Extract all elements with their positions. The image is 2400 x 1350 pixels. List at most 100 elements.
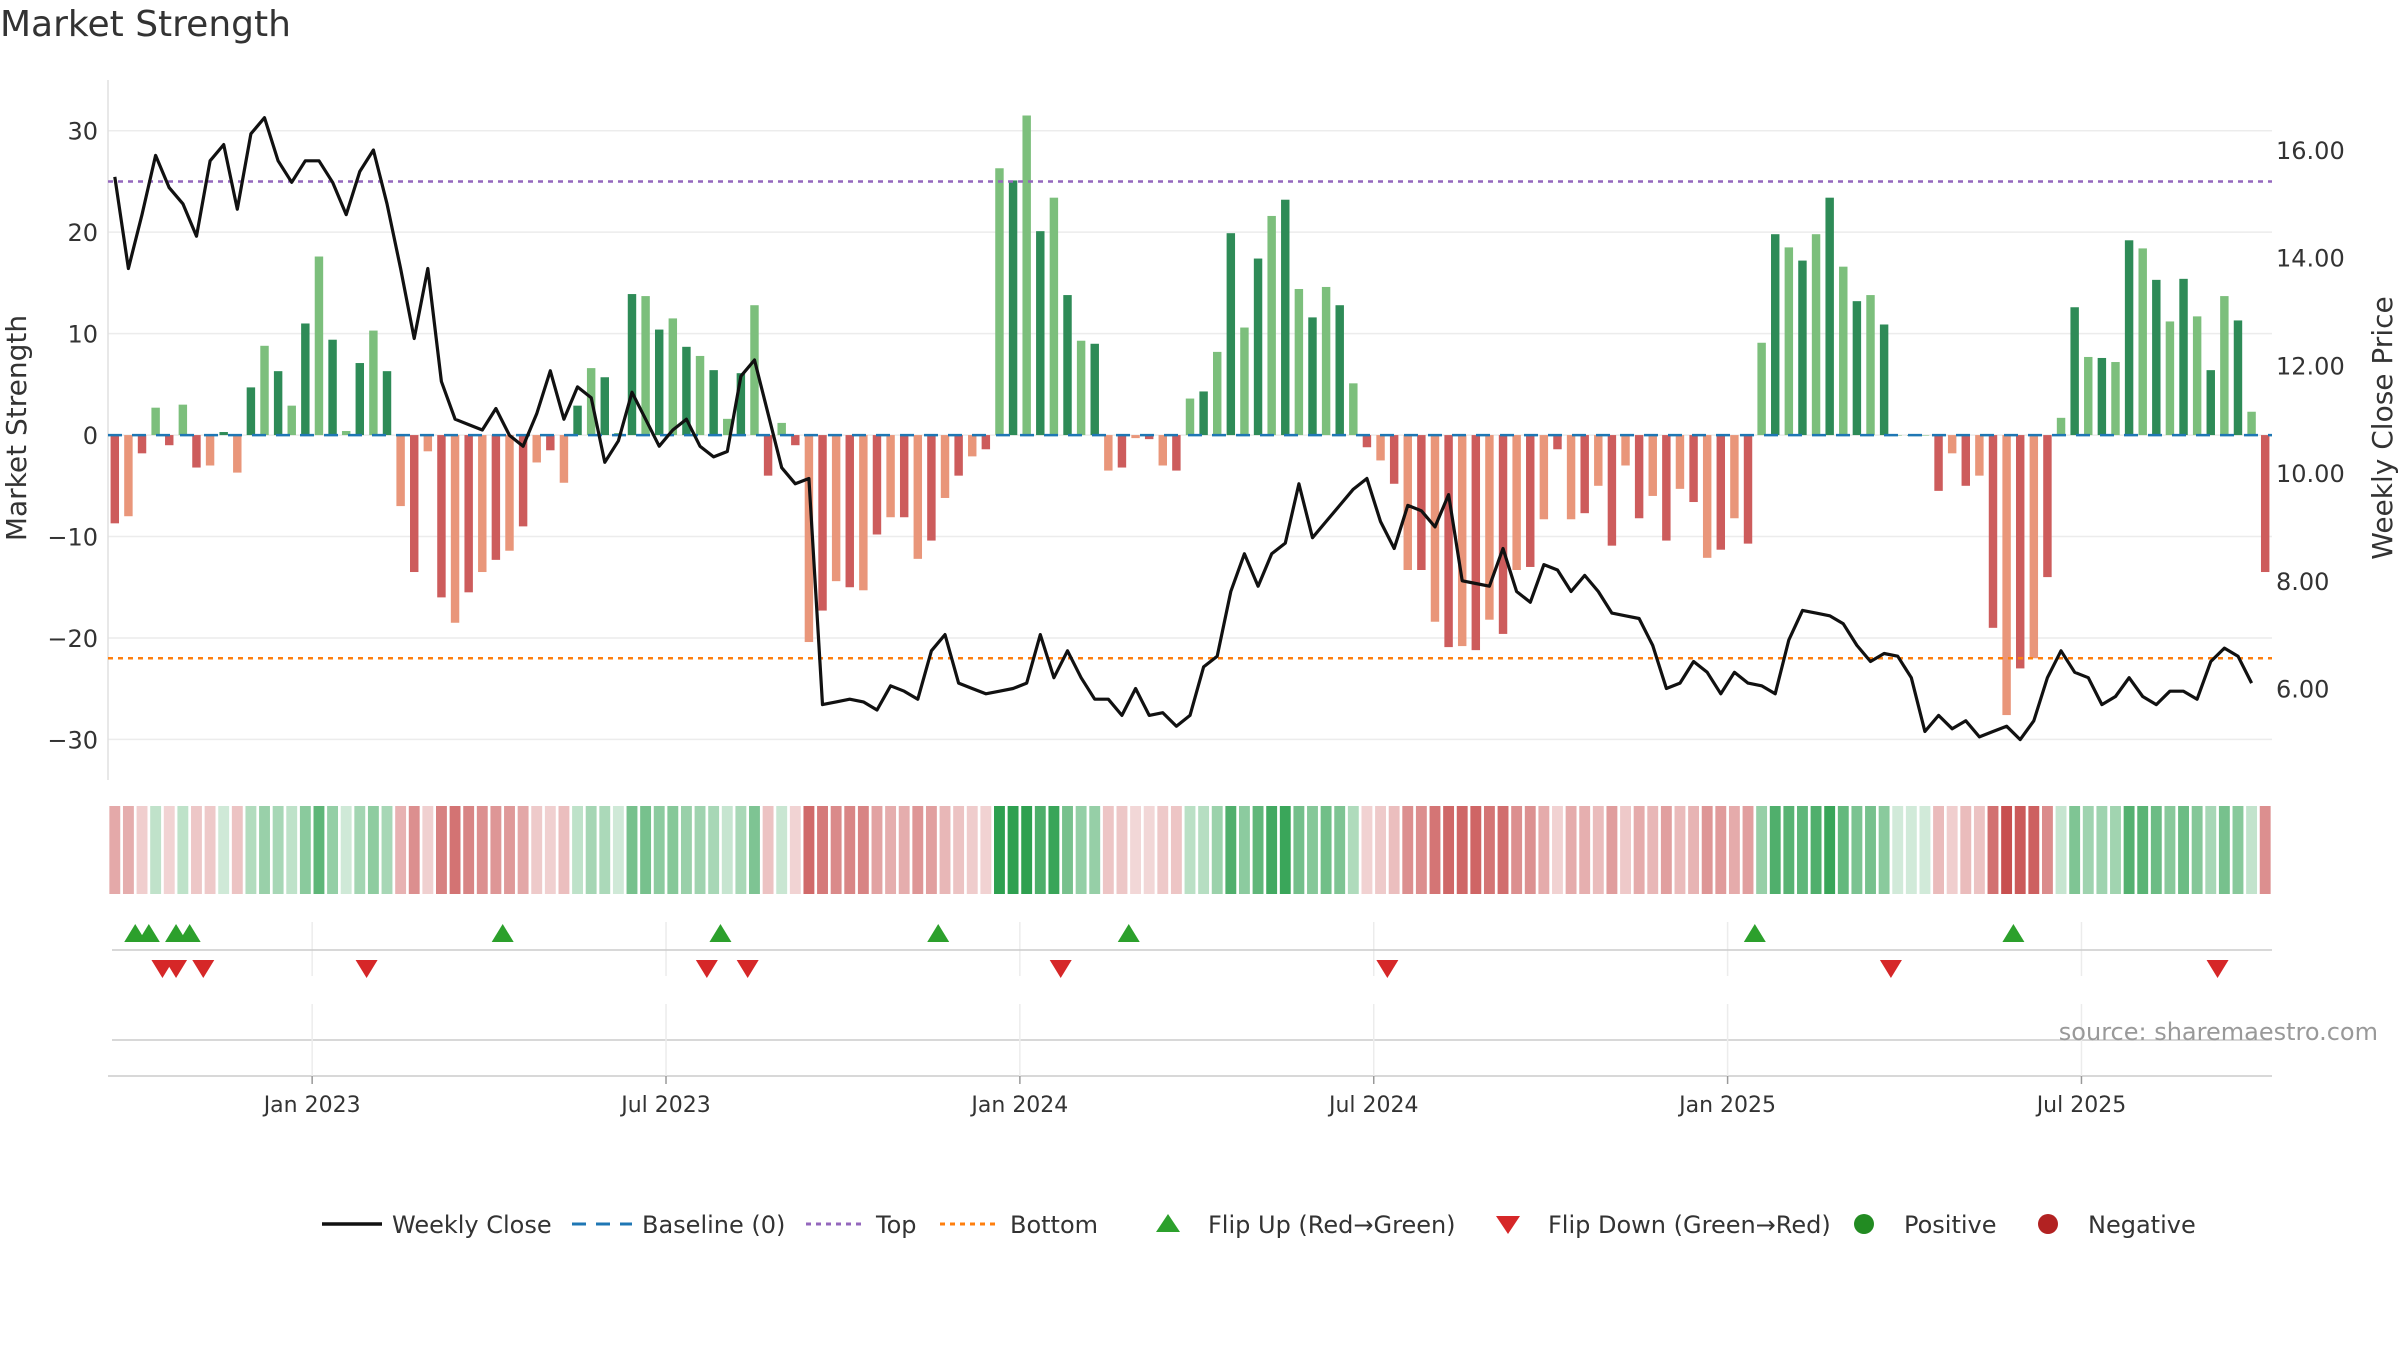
- strength-bar: [491, 435, 501, 560]
- ribbon-cell: [1987, 806, 1999, 894]
- legend-label: Negative: [2088, 1211, 2196, 1239]
- ribbon-cell: [721, 806, 733, 894]
- ribbon-cell: [504, 806, 515, 894]
- ribbon-cell: [1905, 806, 1917, 894]
- strength-bar: [2056, 417, 2066, 436]
- ribbon-cell: [544, 806, 556, 894]
- flip-down-marker: [192, 960, 215, 978]
- strength-bar: [940, 435, 950, 498]
- ribbon-cell: [612, 806, 624, 894]
- strength-bar: [219, 432, 228, 436]
- ribbon-cell: [191, 806, 202, 894]
- strength-bar: [1621, 435, 1630, 466]
- strength-bar: [1008, 180, 1018, 436]
- strength-bar: [1825, 197, 1834, 436]
- ribbon-cell: [1837, 806, 1849, 894]
- strength-bar: [205, 435, 215, 466]
- strength-bar: [137, 435, 147, 454]
- legend-label: Top: [875, 1211, 917, 1239]
- strength-bar: [995, 168, 1004, 436]
- ribbon-cell: [422, 806, 434, 894]
- ribbon-cell: [2232, 806, 2244, 894]
- strength-bar: [1634, 435, 1644, 519]
- y2-axis-label: Weekly Close Price: [2366, 296, 2399, 559]
- strength-bar: [1172, 435, 1181, 471]
- strength-bar: [723, 418, 732, 436]
- ribbon-cell: [1524, 806, 1536, 894]
- flip-down-marker: [695, 960, 718, 978]
- x-tick-label: Jan 2023: [262, 1093, 361, 1118]
- ribbon-cell: [1279, 806, 1291, 894]
- flip-up-marker: [2002, 924, 2025, 942]
- strength-bar: [1403, 435, 1412, 570]
- ribbon-cell: [939, 806, 951, 894]
- strength-bar: [1975, 435, 1984, 476]
- ribbon-cell: [1143, 806, 1155, 894]
- ribbon-cell: [1511, 806, 1523, 894]
- color-ribbon: [109, 806, 2271, 894]
- strength-bar: [478, 435, 487, 573]
- strength-bar: [1376, 435, 1385, 461]
- ribbon-cell: [1674, 806, 1686, 894]
- ribbon-cell: [1973, 806, 1985, 894]
- strength-bar: [1090, 343, 1099, 436]
- ribbon-cell: [218, 806, 230, 894]
- strength-bar: [301, 323, 310, 436]
- strength-bar: [1879, 324, 1889, 436]
- ribbon-cell: [626, 806, 638, 894]
- ribbon-cell: [1130, 806, 1142, 894]
- legend-label: Flip Down (Green→Red): [1548, 1211, 1831, 1239]
- strength-bar: [355, 363, 365, 436]
- y-tick-label: 20: [67, 219, 98, 247]
- strength-bar: [2111, 362, 2120, 436]
- ribbon-cell: [2150, 806, 2162, 894]
- strength-bar: [1063, 295, 1072, 436]
- ribbon-cell: [844, 806, 856, 894]
- ribbon-cell: [2096, 806, 2108, 894]
- strength-bar: [1961, 435, 1970, 486]
- ribbon-cell: [667, 806, 679, 894]
- ribbon-cell: [231, 806, 243, 894]
- ribbon-cell: [830, 806, 842, 894]
- ribbon-cell: [762, 806, 774, 894]
- ribbon-cell: [776, 806, 788, 894]
- ribbon-cell: [245, 806, 257, 894]
- ribbon-cell: [1062, 806, 1073, 894]
- strength-bar: [1131, 435, 1140, 439]
- ribbon-cell: [286, 806, 298, 894]
- ribbon-cell: [1238, 806, 1250, 894]
- legend-label: Baseline (0): [642, 1211, 785, 1239]
- strength-bar: [1852, 301, 1862, 436]
- ribbon-cell: [1021, 806, 1033, 894]
- strength-bar: [1702, 435, 1712, 558]
- ribbon-cell: [436, 806, 447, 894]
- ribbon-cell: [1375, 806, 1386, 894]
- legend-item: Positive: [1854, 1211, 1997, 1239]
- strength-bar: [518, 435, 528, 527]
- legend-negative-icon: [2038, 1214, 2058, 1234]
- strength-bar: [2233, 320, 2243, 436]
- strength-bar: [233, 435, 242, 473]
- strength-bar: [1934, 435, 1943, 491]
- strength-bar: [165, 435, 174, 446]
- strength-bar: [1539, 435, 1549, 520]
- ribbon-cell: [803, 806, 815, 894]
- strength-bar: [260, 345, 269, 436]
- flip-up-marker: [927, 924, 950, 942]
- ribbon-cell: [449, 806, 461, 894]
- strength-bar: [1321, 286, 1331, 436]
- strength-bar: [954, 435, 963, 476]
- strength-bar: [2124, 240, 2134, 436]
- strength-bar: [314, 256, 324, 436]
- ribbon-cell: [2137, 806, 2149, 894]
- strength-bar: [872, 435, 882, 535]
- y2-tick-label: 8.00: [2276, 568, 2329, 596]
- ribbon-cell: [1211, 806, 1223, 894]
- strength-bar: [750, 305, 759, 436]
- ribbon-cell: [150, 806, 162, 894]
- ribbon-cell: [1960, 806, 1972, 894]
- ribbon-cell: [2014, 806, 2026, 894]
- ribbon-cell: [994, 806, 1005, 894]
- ribbon-cell: [1388, 806, 1400, 894]
- ribbon-cell: [531, 806, 543, 894]
